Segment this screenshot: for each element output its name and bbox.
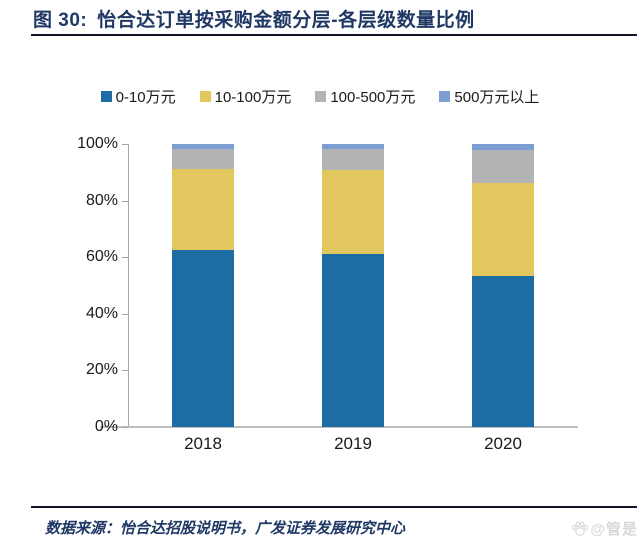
legend-label: 100-500万元 [330,89,416,106]
bar-column [128,144,278,427]
figure-title: 图 30: 怡合达订单按采购金额分层-各层级数量比例 [33,5,475,32]
bar-segment [322,148,384,171]
y-tick-label: 40% [85,304,118,322]
bar-segment [322,144,384,149]
bar-column [278,144,428,427]
x-axis-labels: 2018 2019 2020 [128,434,578,454]
figure-number-label: 图 30: [33,10,88,31]
x-tick-label: 2019 [334,434,372,453]
figure-title-text: 怡合达订单按采购金额分层-各层级数量比例 [97,10,475,31]
bar-segment [172,148,234,170]
bar-column [428,144,578,427]
legend-item: 0-10万元 [100,86,176,107]
legend-item: 100-500万元 [315,86,415,107]
legend-label: 500万元以上 [454,89,540,106]
stacked-bar-2019 [322,144,384,427]
y-tick-mark [122,144,128,145]
x-axis-line [100,426,578,428]
legend: 0-10万元 10-100万元 100-500万元 500万元以上 [0,86,640,107]
y-axis-line [128,144,129,427]
y-tick-label: 20% [85,361,118,379]
watermark: @管是 [571,518,638,539]
bar-segment [472,182,534,276]
legend-label: 10-100万元 [214,89,292,106]
bar-segment [472,144,534,151]
bar-segment [472,150,534,183]
bar-segment [172,144,234,149]
stacked-bar-2018 [172,144,234,427]
y-tick-label: 100% [77,135,118,152]
bars [128,144,578,427]
legend-swatch-icon [199,91,211,102]
bar-segment [322,170,384,254]
y-tick-label: 80% [85,191,118,209]
title-divider [31,34,637,36]
y-tick-mark [122,313,128,315]
legend-swatch-icon [315,91,327,102]
legend-item: 10-100万元 [199,86,292,107]
paw-icon [572,521,589,536]
y-tick-mark [122,370,128,372]
x-tick-label: 2018 [184,434,222,453]
bar-segment [172,169,234,251]
y-tick-label: 0% [94,418,118,435]
legend-swatch-icon [439,91,451,102]
y-tick-label: 60% [85,248,118,266]
data-source-text: 数据来源：怡合达招股说明书，广发证券发展研究中心 [45,519,406,537]
bar-segment [472,275,534,427]
stacked-bar-2020 [472,144,534,427]
y-tick-mark [122,427,128,428]
legend-label: 0-10万元 [115,89,176,106]
bar-segment [172,250,234,427]
x-tick-label: 2020 [484,434,522,453]
bar-segment [322,253,384,427]
watermark-text: @管是 [590,521,638,538]
legend-item: 500万元以上 [439,86,539,107]
footer-divider [31,506,637,508]
y-tick-mark [122,257,128,259]
legend-swatch-icon [100,91,112,102]
y-tick-mark [122,200,128,202]
